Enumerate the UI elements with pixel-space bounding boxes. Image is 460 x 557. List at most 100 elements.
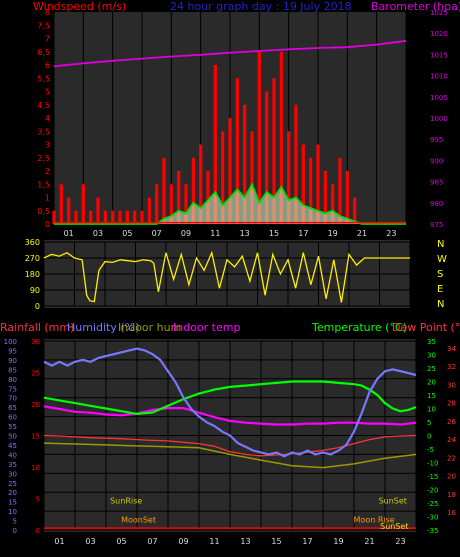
windspeed-tick-label: 4 xyxy=(45,114,50,123)
wind-gust-bar xyxy=(279,51,283,225)
windspeed-tick-label: 3,5 xyxy=(37,127,50,136)
wind-gust-bar xyxy=(169,184,173,225)
humidity-tick-label: 0 xyxy=(13,527,17,535)
hour-tick-label: 09 xyxy=(178,537,188,546)
wind-gust-bar xyxy=(323,171,327,224)
sun-moon-annotation: SunSet xyxy=(379,497,407,506)
indoor-temp-tick-label: 28 xyxy=(447,400,456,408)
humidity-tick-label: 80 xyxy=(8,376,17,384)
wind-gust-bar xyxy=(96,197,100,224)
temperature-tick-label: 35 xyxy=(427,338,436,346)
wind-gust-bar xyxy=(250,131,254,225)
humidity-tick-label: 5 xyxy=(13,518,17,526)
hour-tick-label: 07 xyxy=(147,537,157,546)
wind-gust-bar xyxy=(257,51,261,225)
humidity-tick-label: 60 xyxy=(8,414,17,422)
wind-gust-bar xyxy=(125,210,129,225)
graph-title: 24 hour graph day : 19 July 2018 xyxy=(170,0,352,13)
temperature-axis-title: Temperature (°C) xyxy=(311,321,407,334)
rainfall-tick-label: 30 xyxy=(31,338,40,346)
wind-average-line xyxy=(54,182,406,225)
barometer-tick-label: 975 xyxy=(430,221,443,229)
wind-gust-bar xyxy=(74,210,78,225)
windspeed-tick-label: 0,5 xyxy=(37,207,50,216)
indoor-temp-tick-label: 22 xyxy=(447,454,456,462)
humidity-tick-label: 30 xyxy=(8,470,17,478)
wind-gust-bar xyxy=(199,144,203,224)
barometer-tick-label: 1010 xyxy=(430,73,448,81)
barometer-line xyxy=(53,39,407,68)
hour-tick-label: 21 xyxy=(357,229,367,238)
humidity-tick-label: 40 xyxy=(8,451,17,459)
temperature-tick-label: -20 xyxy=(427,487,438,495)
wind-average-area xyxy=(54,184,406,224)
wind-gust-bar xyxy=(155,184,159,225)
sun-moon-annotation: Moon Rise xyxy=(354,515,395,524)
hour-tick-label: 23 xyxy=(386,229,396,238)
wind-gust-bar xyxy=(177,171,181,224)
temperature-tick-label: -35 xyxy=(427,527,438,535)
humidity-tick-label: 10 xyxy=(8,508,17,516)
compass-label: E xyxy=(437,284,443,295)
barometer-axis-title: Barometer (hpa) xyxy=(371,0,460,13)
wind-gust-bar xyxy=(191,157,195,225)
hour-tick-label: 03 xyxy=(93,229,103,238)
wind-gust-bar xyxy=(309,157,313,225)
humidity-tick-label: 35 xyxy=(8,461,17,469)
humidity-tick-label: 95 xyxy=(8,347,17,355)
barometer-tick-label: 1005 xyxy=(430,94,448,102)
humidity-tick-label: 50 xyxy=(8,433,17,441)
humidity-tick-label: 90 xyxy=(8,357,17,365)
temperature-tick-label: 25 xyxy=(427,365,436,373)
humidity-tick-label: 15 xyxy=(8,499,17,507)
indoor-temp-tick-label: 30 xyxy=(447,381,456,389)
temperature-tick-label: -10 xyxy=(427,460,438,468)
compass-label: S xyxy=(437,269,443,280)
direction-tick-label: 90 xyxy=(30,286,40,295)
wind-gust-bar xyxy=(147,197,151,224)
wind-gust-bar xyxy=(235,78,239,225)
hour-tick-label: 19 xyxy=(328,229,338,238)
temperature-tick-label: 10 xyxy=(427,406,436,414)
humidity-axis-title: Humidity (%) xyxy=(67,321,139,334)
wind-gust-bar xyxy=(272,78,276,225)
wind-gust-bar xyxy=(213,65,217,224)
wind-gust-bar xyxy=(118,210,122,225)
wind-gust-bar xyxy=(103,210,107,225)
barometer-tick-label: 1025 xyxy=(430,9,448,17)
indoor-humidity-line xyxy=(43,442,417,469)
indoor-temperature-line xyxy=(43,405,417,426)
direction-tick-label: 180 xyxy=(25,270,40,279)
temperature-tick-label: -5 xyxy=(427,446,434,454)
indoor-temp-tick-label: 26 xyxy=(447,418,456,426)
wind-gust-bar xyxy=(67,197,71,224)
barometer-tick-label: 980 xyxy=(430,200,443,208)
barometer-tick-label: 995 xyxy=(430,136,443,144)
hour-tick-label: 17 xyxy=(302,537,312,546)
direction-tick-label: 270 xyxy=(25,254,40,263)
wind-gust-bar xyxy=(206,171,210,224)
wind-gust-bar xyxy=(140,210,144,225)
barometer-tick-label: 985 xyxy=(430,179,443,187)
hour-tick-label: 11 xyxy=(210,229,220,238)
wind-gust-bar xyxy=(243,104,247,225)
windspeed-tick-label: 0 xyxy=(45,220,50,229)
humidity-line xyxy=(43,347,417,458)
temperature-tick-label: 5 xyxy=(427,419,431,427)
wind-gust-bar xyxy=(353,197,357,224)
temperature-tick-label: 0 xyxy=(427,433,431,441)
sun-moon-annotation: MoonSet xyxy=(121,515,156,524)
windspeed-tick-label: 7 xyxy=(45,35,50,44)
wind-gust-bar xyxy=(81,184,85,225)
wind-gust-bar xyxy=(228,118,232,224)
hour-tick-label: 11 xyxy=(209,537,219,546)
wind-gust-bar xyxy=(162,157,166,225)
wind-gust-bar xyxy=(294,104,298,225)
windspeed-tick-label: 1,5 xyxy=(37,180,50,189)
humidity-tick-label: 65 xyxy=(8,404,17,412)
hour-tick-label: 09 xyxy=(181,229,191,238)
indoor-temp-tick-label: 32 xyxy=(447,363,456,371)
windspeed-tick-label: 7,5 xyxy=(37,21,50,30)
